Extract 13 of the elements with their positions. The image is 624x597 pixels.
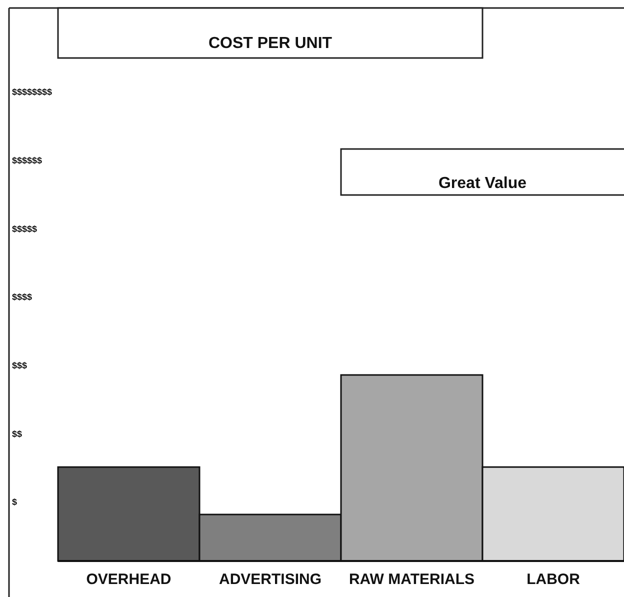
text: $$$$$$ (12, 155, 42, 166)
chart-title: COST PER UNIT (208, 35, 332, 52)
x-tick-label: ADVERTISING (218, 571, 322, 588)
text: $$$$ (12, 292, 32, 302)
text: $ (12, 497, 18, 508)
x-tick-label: RAW MATERIALS (348, 571, 475, 588)
text: $$$ (12, 360, 28, 370)
x-tick-label: OVERHEAD (86, 571, 172, 588)
x-tick-label: LABOR (526, 571, 580, 588)
text: $$$$$ (12, 224, 38, 234)
text: Great Value (438, 175, 527, 192)
text: $$$$$$$$ (12, 87, 52, 98)
text: $$ (12, 428, 22, 439)
